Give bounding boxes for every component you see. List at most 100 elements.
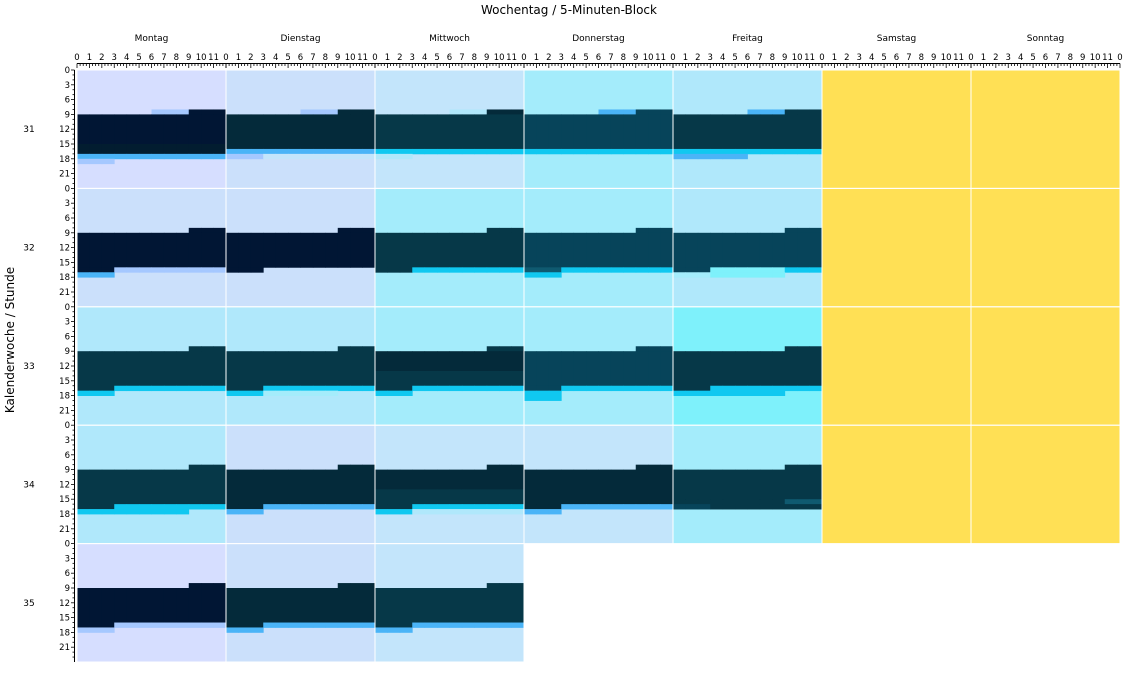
heatmap-cell xyxy=(89,588,103,623)
week-label: 33 xyxy=(23,362,34,372)
heatmap-cell xyxy=(772,351,786,387)
heatmap-cell xyxy=(536,469,550,505)
heatmap-cell xyxy=(759,272,773,278)
heatmap-cell xyxy=(89,272,103,278)
heatmap-cell xyxy=(784,267,798,273)
y-tick-label: 9 xyxy=(65,229,70,239)
heatmap-cell xyxy=(375,504,388,510)
heatmap-cell xyxy=(449,109,463,115)
heatmap-cell xyxy=(213,351,227,387)
y-tick-label: 6 xyxy=(65,332,70,342)
day-label: Montag xyxy=(135,34,169,44)
heatmap-cell xyxy=(399,114,413,150)
y-tick-label: 21 xyxy=(59,525,70,535)
heatmap-cell xyxy=(673,351,686,387)
x-tick-label: 8 xyxy=(919,53,924,63)
heatmap-cell xyxy=(176,153,190,160)
heatmap-cell xyxy=(176,109,190,115)
x-tick-label: 2 xyxy=(248,53,253,63)
heatmap-cell xyxy=(623,351,637,387)
heatmap-cell xyxy=(337,232,351,268)
heatmap-cell xyxy=(437,370,450,387)
y-tick-label: 6 xyxy=(65,451,70,461)
heatmap-cell xyxy=(362,109,376,115)
heatmap-cell xyxy=(660,469,674,505)
heatmap-cell xyxy=(101,627,115,633)
heatmap-cell xyxy=(114,144,128,155)
heatmap-cell xyxy=(337,114,351,150)
x-tick-label: 11 xyxy=(357,53,368,63)
heatmap-cell xyxy=(375,153,388,160)
heatmap-cell xyxy=(362,227,376,234)
heatmap-cell xyxy=(660,504,674,510)
heatmap-cell xyxy=(561,114,575,150)
heatmap-cell xyxy=(710,148,724,155)
heatmap-cell xyxy=(759,351,773,387)
heatmap-cell xyxy=(784,464,798,470)
heatmap-cell xyxy=(312,109,326,115)
week-labels: 31 32 33 34 35 xyxy=(23,125,35,609)
heatmap-cell xyxy=(275,232,289,268)
heatmap-cell xyxy=(101,232,115,268)
heatmap-cell xyxy=(263,148,277,155)
heatmap-cell xyxy=(499,114,512,150)
heatmap-cell xyxy=(710,272,724,278)
heatmap-cell xyxy=(213,504,227,510)
heatmap-cell xyxy=(163,385,177,392)
heatmap-cell xyxy=(114,232,128,268)
heatmap-cell xyxy=(635,267,649,273)
x-tick-label: 5 xyxy=(285,53,290,63)
x-tick-label: 0 xyxy=(372,53,377,63)
heatmap-cell xyxy=(238,469,252,505)
x-tick-label: 8 xyxy=(1068,53,1073,63)
heatmap-cell xyxy=(486,109,500,115)
heatmap-cell xyxy=(759,469,773,500)
heatmap-cell xyxy=(188,346,202,352)
heatmap-cell xyxy=(213,153,227,160)
heatmap-cell xyxy=(797,504,810,510)
heatmap-cell xyxy=(735,148,748,155)
heatmap-cell xyxy=(337,351,351,387)
heatmap-cell xyxy=(735,504,748,510)
heatmap-cell xyxy=(89,153,103,160)
heatmap-cell xyxy=(772,114,786,150)
heatmap-cell xyxy=(598,267,612,273)
heatmap-cell xyxy=(524,272,537,278)
heatmap-cell xyxy=(325,109,339,115)
heatmap-cell xyxy=(524,509,537,515)
y-tick-label: 3 xyxy=(65,554,70,564)
heatmap-cell xyxy=(586,232,599,268)
heatmap-cell xyxy=(412,232,426,268)
heatmap-cell xyxy=(449,370,463,387)
heatmap-cell xyxy=(151,469,165,505)
y-tick-label: 21 xyxy=(59,643,70,653)
heatmap-cell xyxy=(710,385,724,392)
heatmap-cell xyxy=(722,153,736,160)
heatmap-cell xyxy=(586,385,599,392)
x-tick-label: 6 xyxy=(1043,53,1048,63)
heatmap-cell xyxy=(77,627,90,633)
heatmap-cell xyxy=(151,232,165,268)
heatmap-cell xyxy=(350,469,363,505)
heatmap-cell xyxy=(263,504,277,510)
heatmap-cell xyxy=(424,588,438,623)
heatmap-cell xyxy=(797,227,810,234)
heatmap-cell xyxy=(89,509,103,515)
x-tick-label: 10 xyxy=(494,53,505,63)
heatmap-cell xyxy=(697,267,711,273)
heatmap-cell xyxy=(536,390,550,401)
x-tick-label: 0 xyxy=(74,53,79,63)
heatmap-cell xyxy=(213,144,227,155)
heatmap-cell xyxy=(635,114,649,150)
x-tick-label: 11 xyxy=(953,53,964,63)
x-tick-label: 9 xyxy=(1080,53,1085,63)
heatmap-cell xyxy=(114,351,128,387)
heatmap-cell xyxy=(499,227,512,234)
y-tick-label: 6 xyxy=(65,214,70,224)
heatmap-cell xyxy=(399,504,413,510)
heatmap-cell xyxy=(201,464,214,470)
heatmap-cell xyxy=(648,227,661,234)
heatmap-cell xyxy=(685,351,699,387)
x-tick-label: 0 xyxy=(521,53,526,63)
heatmap-cell xyxy=(437,385,450,392)
